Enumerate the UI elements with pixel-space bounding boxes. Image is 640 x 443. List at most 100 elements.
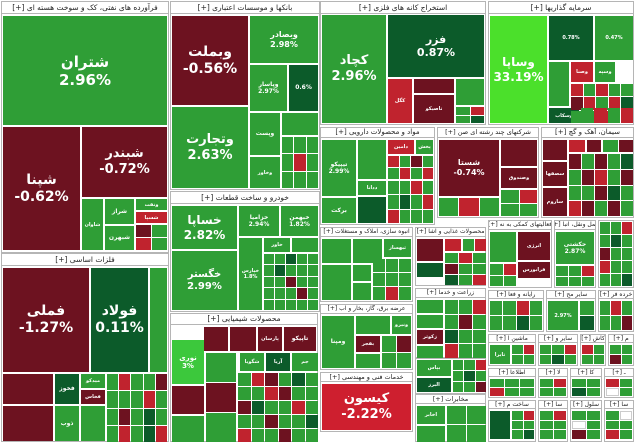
mosaic-tile[interactable] xyxy=(136,225,151,237)
mosaic-tile[interactable] xyxy=(275,276,285,288)
mosaic-tile[interactable] xyxy=(473,300,486,314)
mosaic-tile[interactable] xyxy=(422,168,433,179)
mosaic-tile[interactable] xyxy=(297,265,307,276)
mosaic-tile[interactable] xyxy=(107,391,119,408)
treemap-tile[interactable]: نوری 3% xyxy=(172,340,204,384)
treemap-tile[interactable] xyxy=(490,232,516,262)
treemap-tile[interactable]: تاپیکو xyxy=(284,327,316,351)
treemap-tile[interactable]: بپاس xyxy=(417,360,451,376)
sector-header-investments[interactable]: سرمایه گذاریها [+] xyxy=(488,1,634,14)
mosaic-tile[interactable] xyxy=(399,287,411,300)
sector-header-financial-auxiliary[interactable]: فعالیتهای کمکی به نه [+] xyxy=(488,220,552,230)
mosaic-tile[interactable] xyxy=(119,391,131,408)
mosaic-tile[interactable] xyxy=(388,195,399,209)
treemap-tile[interactable]: فزر 0.87% xyxy=(388,15,484,77)
treemap-tile[interactable]: وخاور xyxy=(250,157,280,188)
mosaic-tile[interactable] xyxy=(453,371,464,381)
mosaic-tile[interactable] xyxy=(294,154,306,171)
mosaic-tile[interactable] xyxy=(473,253,486,263)
mosaic-tile[interactable] xyxy=(608,84,621,97)
mosaic-tile[interactable] xyxy=(265,429,278,442)
mosaic-tile[interactable] xyxy=(490,275,503,286)
treemap-tile[interactable]: شاوان xyxy=(82,199,103,250)
mosaic-tile[interactable] xyxy=(611,274,621,286)
treemap-tile[interactable]: پخش xyxy=(416,140,433,154)
sector-header-retail[interactable]: خرده فر [+] xyxy=(598,290,634,299)
mosaic-tile[interactable] xyxy=(278,429,291,442)
mosaic-tile[interactable] xyxy=(583,84,596,97)
mosaic-tile[interactable] xyxy=(143,374,155,391)
treemap-tile[interactable]: دامین xyxy=(388,140,414,154)
mosaic-tile[interactable] xyxy=(264,265,274,276)
mosaic-tile[interactable] xyxy=(608,154,620,169)
treemap-tile[interactable]: فخوز xyxy=(55,374,79,404)
treemap-tile[interactable] xyxy=(490,411,510,439)
treemap-tile[interactable]: تاصیکو xyxy=(414,95,454,123)
sector-header-misc-b[interactable]: ـ [+] xyxy=(604,368,634,377)
mosaic-tile[interactable] xyxy=(606,379,619,387)
sector-header-ceramics[interactable]: کاش [+] xyxy=(580,334,606,343)
mosaic-tile[interactable] xyxy=(388,168,399,179)
treemap-tile[interactable]: وصنا xyxy=(571,62,593,82)
mosaic-tile[interactable] xyxy=(553,379,566,387)
mosaic-tile[interactable] xyxy=(572,379,586,387)
treemap-tile[interactable]: جم xyxy=(292,353,318,371)
mosaic-tile[interactable] xyxy=(619,430,632,439)
mosaic-tile[interactable] xyxy=(445,344,458,358)
mosaic-tile[interactable] xyxy=(582,185,594,201)
sector-header-multi-industry[interactable]: شرکتهای چند رشته ای صن [+] xyxy=(437,127,539,138)
mosaic-tile[interactable] xyxy=(411,168,422,179)
mosaic-tile[interactable] xyxy=(445,275,458,285)
mosaic-tile[interactable] xyxy=(251,373,264,386)
mosaic-tile[interactable] xyxy=(399,209,410,223)
mosaic-tile[interactable] xyxy=(523,420,534,430)
sector-header-computers[interactable]: رایانه و فعا [+] xyxy=(488,290,544,299)
treemap-tile[interactable] xyxy=(172,386,204,414)
sector-header-other-industrial[interactable]: سایر و [+] xyxy=(538,334,578,343)
treemap-tile[interactable]: ددانا xyxy=(358,181,386,195)
sector-header-oil-products[interactable]: فرآورده های نفتی، کک و سوخت هسته ای [+] xyxy=(1,1,169,14)
mosaic-tile[interactable] xyxy=(459,198,479,216)
mosaic-tile[interactable] xyxy=(501,203,519,216)
mosaic-tile[interactable] xyxy=(282,154,294,171)
mosaic-tile[interactable] xyxy=(445,264,458,274)
mosaic-tile[interactable] xyxy=(143,391,155,408)
mosaic-tile[interactable] xyxy=(473,329,486,344)
treemap-tile[interactable]: ومپنا xyxy=(322,316,354,368)
mosaic-tile[interactable] xyxy=(569,154,581,169)
mosaic-tile[interactable] xyxy=(399,259,411,272)
mosaic-tile[interactable] xyxy=(600,235,610,247)
mosaic-tile[interactable] xyxy=(399,273,411,286)
mosaic-tile[interactable] xyxy=(445,253,458,263)
treemap-tile[interactable]: برکت xyxy=(322,198,356,223)
mosaic-tile[interactable] xyxy=(119,425,131,442)
mosaic-tile[interactable] xyxy=(608,97,621,110)
mosaic-tile[interactable] xyxy=(600,261,610,273)
mosaic-tile[interactable] xyxy=(373,259,385,272)
mosaic-tile[interactable] xyxy=(306,171,318,188)
sector-header-automotive[interactable]: خودرو و ساخت قطعات [+] xyxy=(170,191,320,204)
treemap-tile[interactable] xyxy=(204,327,228,351)
mosaic-tile[interactable] xyxy=(251,387,264,400)
mosaic-tile[interactable] xyxy=(353,283,371,300)
treemap-tile[interactable] xyxy=(3,374,53,404)
mosaic-tile[interactable] xyxy=(473,314,486,329)
sector-header-basic-metals[interactable]: فلزات اساسی [+] xyxy=(1,253,169,266)
treemap-tile[interactable]: ثبهساز xyxy=(384,239,411,257)
treemap-tile[interactable] xyxy=(445,239,461,251)
sector-header-metal-ore-mining[interactable]: استخراج کانه های فلزی [+] xyxy=(320,1,486,14)
treemap-tile[interactable]: آریا xyxy=(266,353,290,371)
mosaic-tile[interactable] xyxy=(282,137,294,154)
treemap-tile[interactable]: تیپیکو 2.99% xyxy=(322,140,356,196)
treemap-tile[interactable]: 0.78% xyxy=(549,16,593,60)
treemap-tile[interactable]: شستا -0.74% xyxy=(439,140,499,196)
mosaic-tile[interactable] xyxy=(608,169,620,185)
mosaic-tile[interactable] xyxy=(411,195,422,209)
mosaic-tile[interactable] xyxy=(606,430,619,439)
mosaic-tile[interactable] xyxy=(619,411,632,420)
mosaic-tile[interactable] xyxy=(571,84,583,97)
mosaic-tile[interactable] xyxy=(473,344,486,358)
mosaic-tile[interactable] xyxy=(594,108,607,123)
sector-header-machinery[interactable]: ماشین آ [+] xyxy=(488,334,536,343)
mosaic-tile[interactable] xyxy=(439,198,459,216)
